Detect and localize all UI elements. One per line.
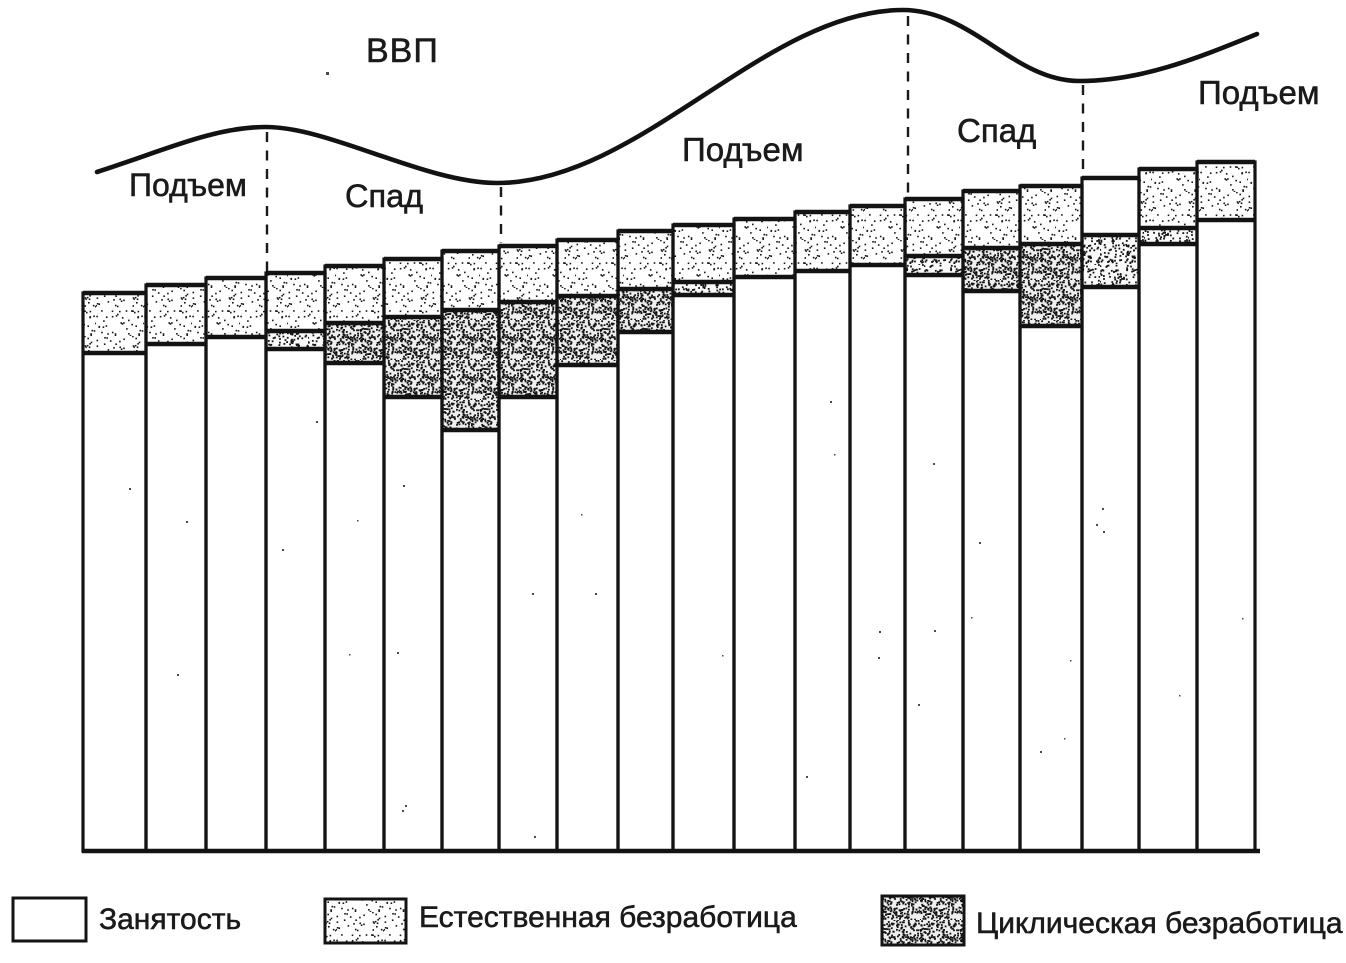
svg-text:Циклическая безработица: Циклическая безработица bbox=[976, 907, 1343, 940]
svg-text:Подъем: Подъем bbox=[682, 131, 804, 168]
svg-text:Занятость: Занятость bbox=[99, 903, 241, 936]
svg-text:Подъем: Подъем bbox=[129, 167, 247, 203]
svg-text:ВВП: ВВП bbox=[366, 32, 439, 70]
svg-text:Спад: Спад bbox=[957, 112, 1036, 149]
svg-text:Спад: Спад bbox=[345, 178, 423, 214]
svg-text:Подъем: Подъем bbox=[1198, 74, 1320, 111]
svg-text:Естественная безработица: Естественная безработица bbox=[419, 901, 797, 934]
